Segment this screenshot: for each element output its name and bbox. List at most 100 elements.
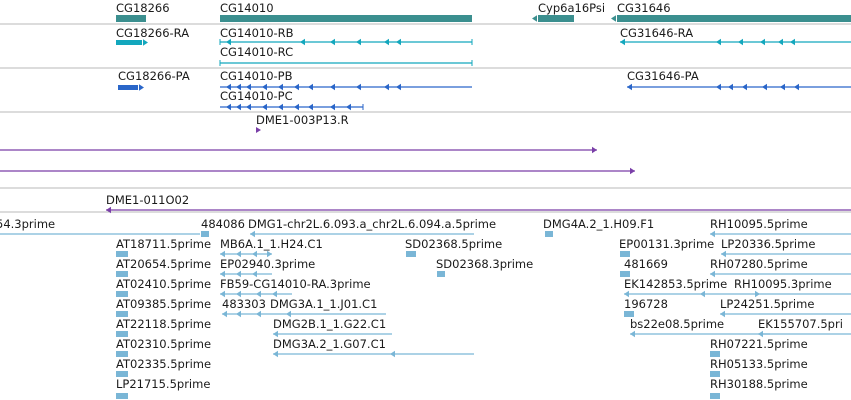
est-label[interactable]: DMG4A.2_1.H09.F1 bbox=[543, 217, 655, 231]
est-block[interactable] bbox=[116, 393, 128, 399]
est-label[interactable]: DMG3A.1_1.J01.C1 bbox=[270, 297, 378, 311]
est-label[interactable]: AT20654.5prime bbox=[116, 257, 212, 271]
est-block[interactable] bbox=[710, 393, 720, 399]
direction-chevron bbox=[716, 38, 721, 46]
est-label[interactable]: FB59-CG14010-RA.3prime bbox=[220, 277, 371, 291]
protein-label-cg14010-pc[interactable]: CG14010-PC bbox=[220, 89, 293, 103]
direction-chevron bbox=[630, 330, 635, 338]
est-label[interactable]: AT22118.5prime bbox=[116, 317, 212, 331]
direction-chevron bbox=[220, 270, 225, 278]
direction-chevron bbox=[262, 83, 267, 91]
direction-chevron bbox=[308, 83, 313, 91]
est-label[interactable]: AT02335.5prime bbox=[116, 357, 212, 371]
est-block[interactable] bbox=[620, 271, 630, 277]
est-label[interactable]: RH10095.5prime bbox=[710, 217, 808, 231]
oligo-glyph-dme1-003p13r[interactable] bbox=[256, 127, 261, 133]
est-label[interactable]: 196728 bbox=[624, 297, 668, 311]
direction-chevron bbox=[330, 38, 335, 46]
gene-glyph-cg31646[interactable] bbox=[617, 15, 851, 22]
est-label[interactable]: 484086 bbox=[201, 217, 245, 231]
protein-label-cg14010-pb[interactable]: CG14010-PB bbox=[220, 69, 293, 83]
est-block[interactable] bbox=[116, 291, 128, 297]
direction-chevron bbox=[620, 38, 625, 46]
est-label[interactable]: AT02310.5prime bbox=[116, 337, 212, 351]
direction-chevron bbox=[390, 350, 395, 358]
est-label[interactable]: RH07221.5prime bbox=[710, 337, 808, 351]
gene-glyph-cg14010[interactable] bbox=[220, 15, 472, 22]
est-label[interactable]: RH05133.5prime bbox=[710, 357, 808, 371]
est-label[interactable]: DMG2B.1_1.G22.C1 bbox=[273, 317, 387, 331]
est-label[interactable]: MB6A.1_1.H24.C1 bbox=[220, 237, 323, 251]
protein-label-cg18266-pa[interactable]: CG18266-PA bbox=[118, 69, 190, 83]
direction-chevron bbox=[226, 38, 231, 46]
transcript-label-cg14010-rc[interactable]: CG14010-RC bbox=[220, 45, 294, 59]
direction-chevron bbox=[252, 270, 257, 278]
gene-label-cyp6a16psi[interactable]: Cyp6a16Psi bbox=[538, 1, 606, 15]
est-label[interactable]: LP24251.5prime bbox=[720, 297, 815, 311]
gene-label-cg18266[interactable]: CG18266 bbox=[116, 1, 170, 15]
est-block[interactable] bbox=[116, 331, 128, 337]
direction-chevron bbox=[721, 250, 726, 258]
oligo-label-dme1-011o02[interactable]: DME1-011O02 bbox=[106, 193, 190, 207]
direction-chevron bbox=[700, 290, 705, 298]
est-label[interactable]: EP02940.3prime bbox=[220, 257, 316, 271]
est-block[interactable] bbox=[116, 271, 128, 277]
est-label[interactable]: LP21715.5prime bbox=[116, 377, 211, 391]
est-block[interactable] bbox=[620, 251, 630, 257]
direction-chevron bbox=[272, 290, 277, 298]
est-label[interactable]: LP20336.5prime bbox=[721, 237, 816, 251]
est-block[interactable] bbox=[437, 271, 445, 277]
est-label[interactable]: 481669 bbox=[624, 257, 668, 271]
est-label[interactable]: SD02368.3prime bbox=[436, 257, 534, 271]
direction-chevron bbox=[762, 83, 767, 91]
est-block[interactable] bbox=[710, 371, 720, 377]
direction-chevron bbox=[236, 103, 241, 111]
est-block[interactable] bbox=[116, 371, 128, 377]
transcript-label-cg14010-rb[interactable]: CG14010-RB bbox=[220, 26, 294, 40]
transcript-label-cg18266-ra[interactable]: CG18266-RA bbox=[116, 26, 190, 40]
direction-chevron bbox=[384, 83, 389, 91]
est-label[interactable]: RH10095.3prime bbox=[734, 277, 832, 291]
est-block[interactable] bbox=[116, 251, 128, 257]
est-block[interactable] bbox=[201, 231, 209, 237]
direction-chevron bbox=[294, 103, 299, 111]
transcript-glyph-cg18266-ra[interactable] bbox=[116, 40, 142, 45]
est-label[interactable]: bs22e08.5prime bbox=[630, 317, 725, 331]
est-label[interactable]: AT18711.5prime bbox=[116, 237, 212, 251]
direction-chevron bbox=[384, 38, 389, 46]
protein-glyph-cg18266-pa[interactable] bbox=[118, 85, 138, 90]
est-label[interactable]: RH30188.5prime bbox=[710, 377, 808, 391]
est-label[interactable]: 483303 bbox=[222, 297, 266, 311]
gene-glyph-cyp6a16psi[interactable] bbox=[538, 15, 574, 22]
est-block[interactable] bbox=[116, 351, 128, 357]
est-label[interactable]: AT02410.5prime bbox=[116, 277, 212, 291]
direction-chevron bbox=[308, 103, 313, 111]
est-label[interactable]: DMG3A.2_1.G07.C1 bbox=[273, 337, 386, 351]
est-label[interactable]: EP00131.3prime bbox=[619, 237, 715, 251]
est-label[interactable]: DMG1-chr2L.6.093.a_chr2L.6.094.a.5prime bbox=[248, 217, 497, 231]
direction-chevron bbox=[330, 83, 335, 91]
direction-chevron bbox=[143, 39, 148, 46]
protein-label-cg31646-pa[interactable]: CG31646-PA bbox=[627, 69, 699, 83]
est-label[interactable]: EK142853.5prime bbox=[624, 277, 728, 291]
direction-chevron bbox=[780, 83, 785, 91]
gene-glyph-cg18266[interactable] bbox=[116, 15, 146, 22]
est-block[interactable] bbox=[710, 351, 720, 357]
direction-chevron bbox=[246, 83, 251, 91]
est-label[interactable]: RH07280.5prime bbox=[710, 257, 808, 271]
oligo-label-dme1-003p13r[interactable]: DME1-003P13.R bbox=[256, 113, 349, 127]
est-block[interactable] bbox=[406, 251, 416, 257]
est-label[interactable]: 54.3prime bbox=[0, 217, 56, 231]
direction-chevron bbox=[742, 83, 747, 91]
est-block[interactable] bbox=[624, 311, 634, 317]
est-label[interactable]: AT09385.5prime bbox=[116, 297, 212, 311]
est-block[interactable] bbox=[116, 311, 128, 317]
est-label[interactable]: EK155707.5pri bbox=[758, 317, 843, 331]
gene-label-cg14010[interactable]: CG14010 bbox=[220, 1, 274, 15]
est-block[interactable] bbox=[545, 231, 553, 237]
gene-label-cg31646[interactable]: CG31646 bbox=[617, 1, 671, 15]
est-label[interactable]: SD02368.5prime bbox=[405, 237, 503, 251]
direction-chevron bbox=[716, 83, 721, 91]
transcript-label-cg31646-ra[interactable]: CG31646-RA bbox=[620, 26, 694, 40]
direction-chevron bbox=[278, 83, 283, 91]
